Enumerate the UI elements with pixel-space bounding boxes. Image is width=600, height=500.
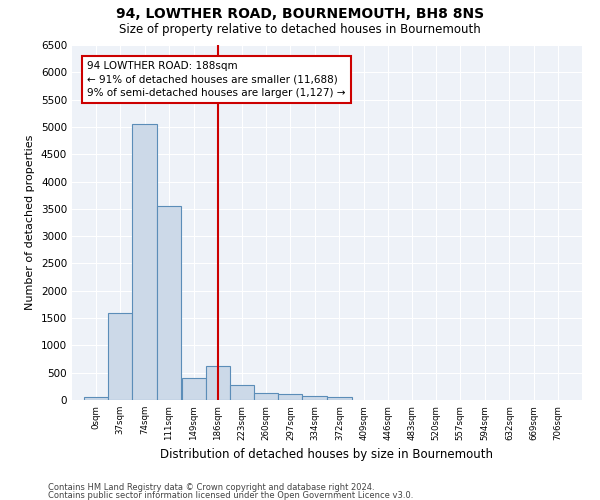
X-axis label: Distribution of detached houses by size in Bournemouth: Distribution of detached houses by size … [161,448,493,461]
Bar [84,396,108,400]
Bar [157,206,181,400]
Y-axis label: Number of detached properties: Number of detached properties [25,135,35,310]
Bar [206,366,230,400]
Text: 94, LOWTHER ROAD, BOURNEMOUTH, BH8 8NS: 94, LOWTHER ROAD, BOURNEMOUTH, BH8 8NS [116,8,484,22]
Text: Contains public sector information licensed under the Open Government Licence v3: Contains public sector information licen… [48,491,413,500]
Bar [328,398,352,400]
Bar [230,384,254,400]
Bar [254,393,278,400]
Text: 94 LOWTHER ROAD: 188sqm
← 91% of detached houses are smaller (11,688)
9% of semi: 94 LOWTHER ROAD: 188sqm ← 91% of detache… [88,62,346,98]
Bar [302,396,326,400]
Bar [133,124,157,400]
Bar [278,394,302,400]
Text: Size of property relative to detached houses in Bournemouth: Size of property relative to detached ho… [119,22,481,36]
Bar [182,378,206,400]
Bar [108,312,133,400]
Text: Contains HM Land Registry data © Crown copyright and database right 2024.: Contains HM Land Registry data © Crown c… [48,484,374,492]
